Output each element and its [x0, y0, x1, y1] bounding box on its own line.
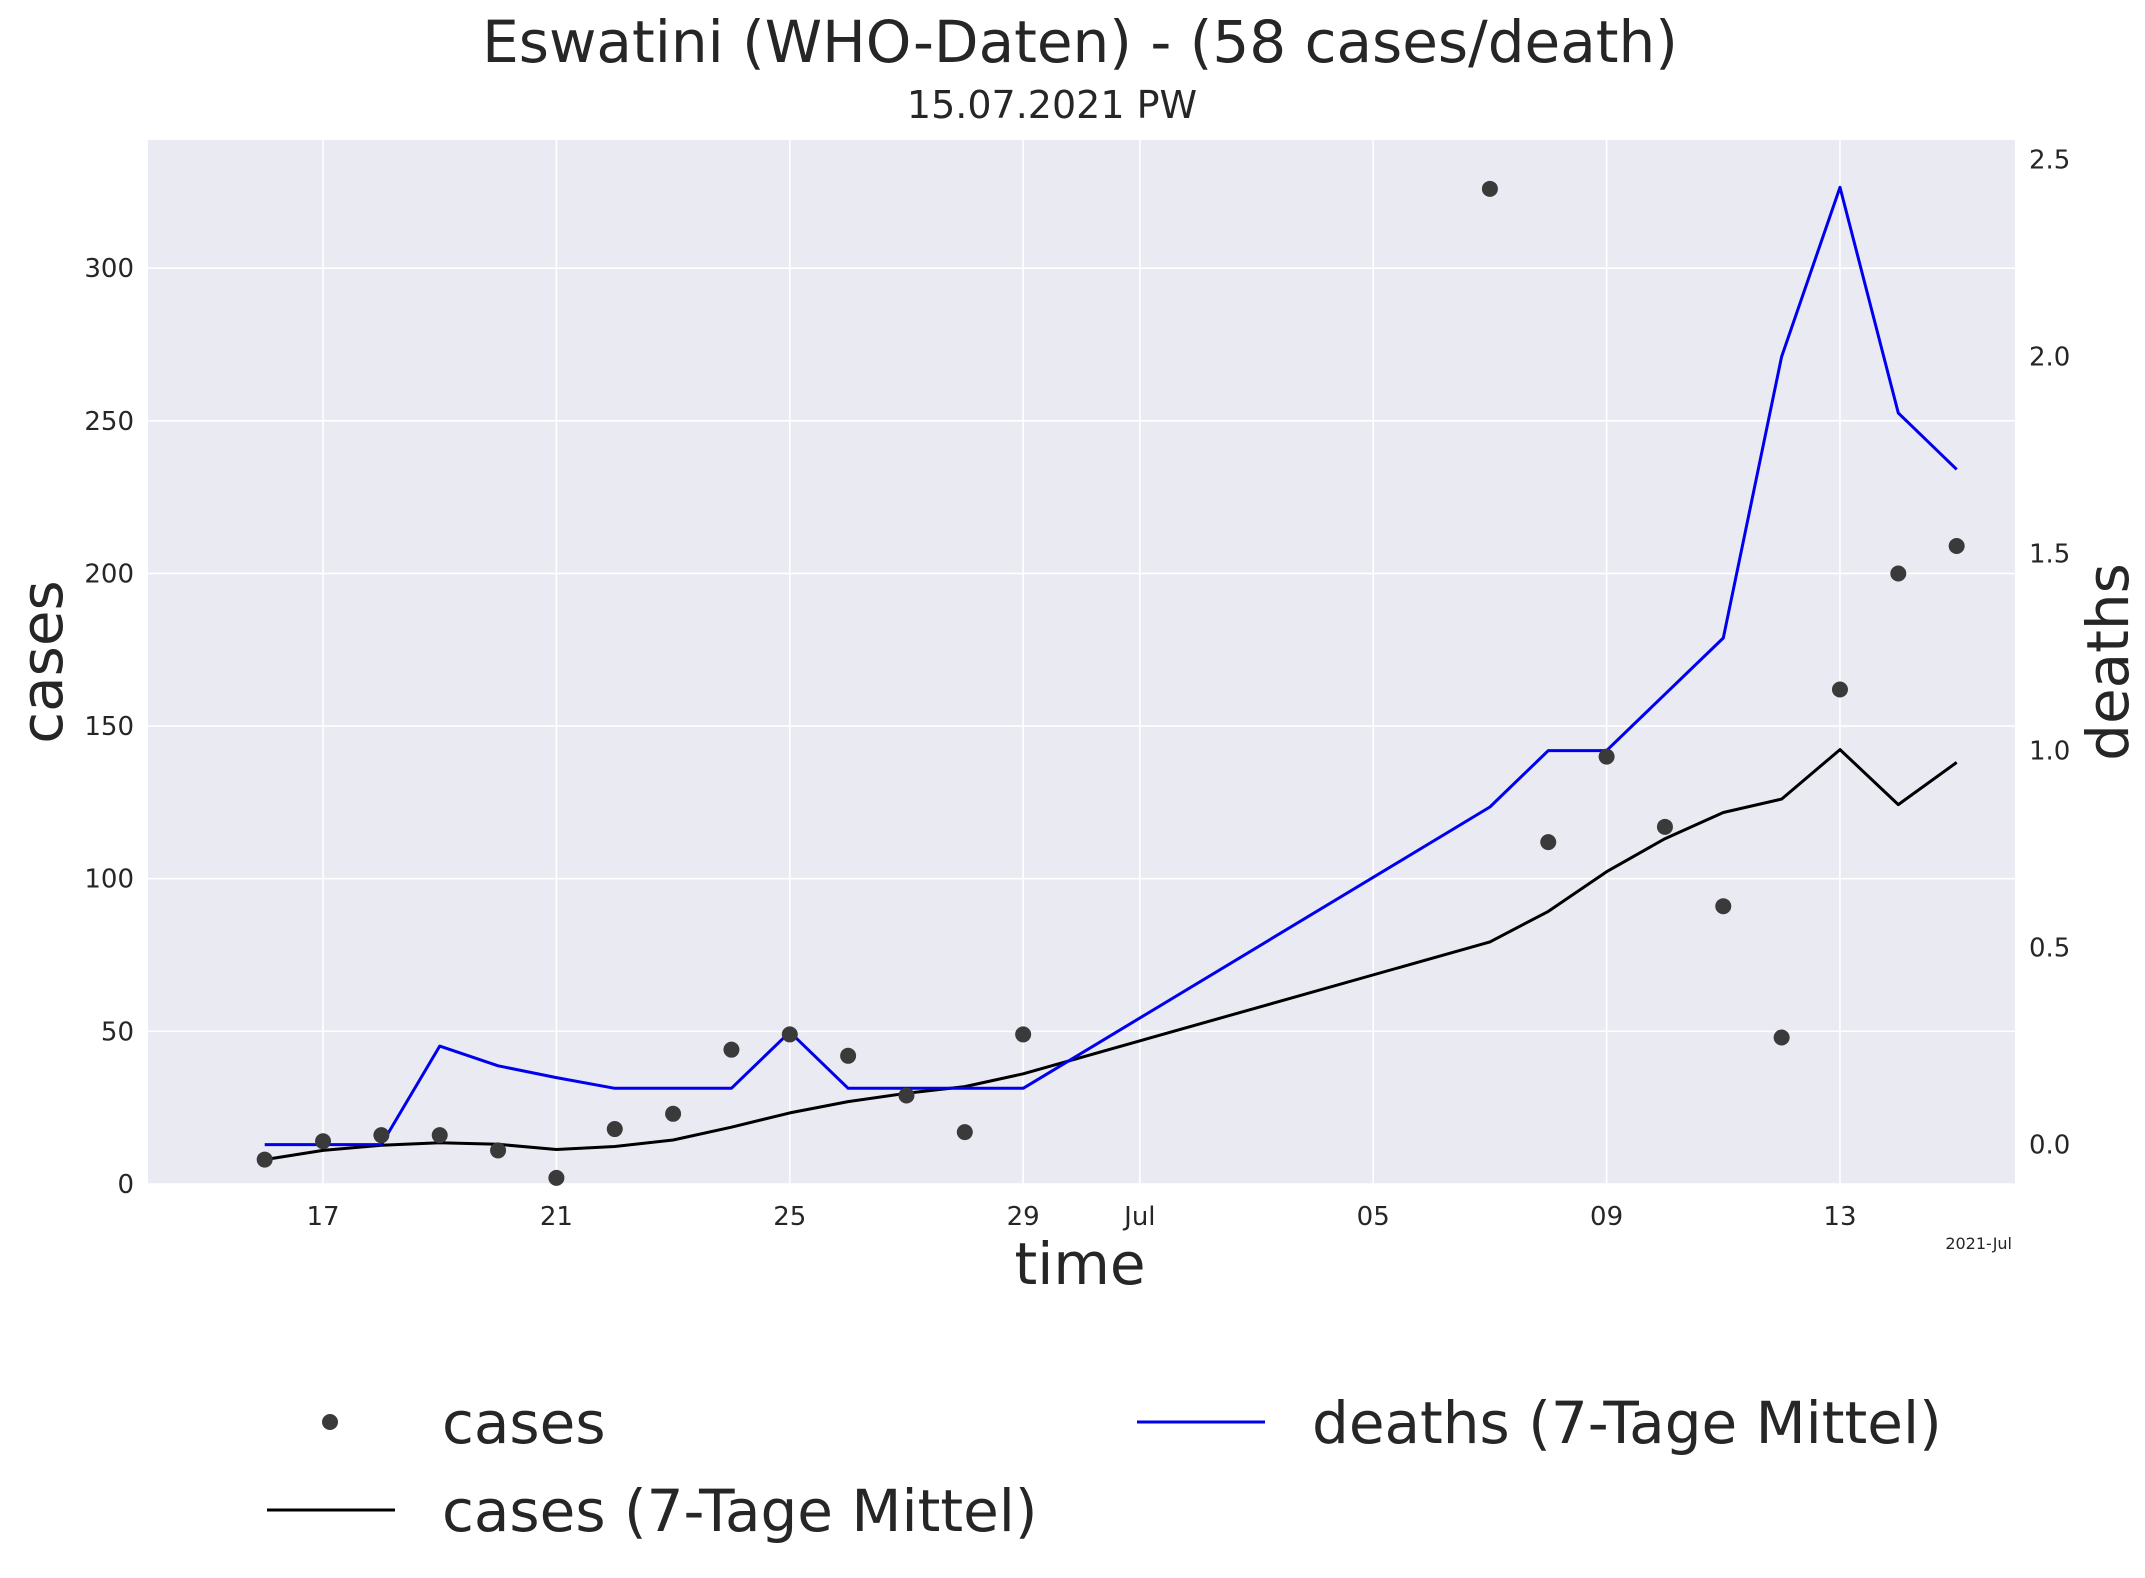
x-offset-label: 2021-Jul — [1945, 1234, 2012, 1253]
cases-point — [1948, 538, 1965, 554]
cases-point — [1015, 1026, 1032, 1043]
y-tick-label: 50 — [101, 1017, 134, 1047]
legend: cases cases (7-Tage Mittel) deaths (7-Ta… — [267, 1389, 1942, 1545]
x-tick-label: 13 — [1823, 1202, 1856, 1232]
cases-point — [1656, 818, 1673, 835]
cases-point — [490, 1142, 507, 1159]
chart-subtitle: 15.07.2021 PW — [907, 83, 1197, 127]
y-tick-label: 200 — [84, 559, 134, 589]
cases-point — [840, 1047, 857, 1064]
legend-label-deaths-avg: deaths (7-Tage Mittel) — [1312, 1389, 1942, 1457]
grid — [148, 140, 2015, 1185]
x-tick-label: 05 — [1357, 1202, 1390, 1232]
cases-point — [781, 1026, 798, 1043]
legend-swatch-cases — [322, 1414, 338, 1430]
cases-point — [1890, 565, 1907, 582]
y2-tick-label: 1.5 — [2029, 540, 2070, 570]
legend-label-cases-avg: cases (7-Tage Mittel) — [442, 1477, 1038, 1545]
y-tick-label: 250 — [84, 407, 134, 437]
tick-labels: 0 50 100 150 200 250 300 17 21 25 29 Jul 05 09 13 0.0 0.… — [84, 146, 2070, 1232]
cases-point — [373, 1127, 390, 1144]
x-tick-label: 21 — [540, 1202, 573, 1232]
cases-point — [1831, 681, 1848, 698]
cases-point — [1540, 834, 1557, 851]
x-tick-label: 29 — [1007, 1202, 1040, 1232]
cases-point — [315, 1133, 332, 1150]
series-layer — [256, 180, 1965, 1186]
cases-point — [256, 1151, 273, 1168]
plot-area — [148, 140, 2015, 1184]
chart-title: Eswatini (WHO-Daten) - (58 cases/death) — [482, 8, 1678, 76]
cases-point — [723, 1041, 740, 1058]
y2-tick-label: 2.0 — [2029, 343, 2070, 373]
cases-point — [431, 1127, 448, 1144]
cases-point — [665, 1105, 682, 1122]
y2-axis-label: deaths — [2074, 563, 2142, 761]
x-tick-label: Jul — [1122, 1202, 1155, 1232]
x-axis-label: time — [1014, 1230, 1145, 1298]
y-tick-label: 0 — [117, 1170, 134, 1200]
cases-point — [898, 1087, 915, 1104]
y-tick-label: 150 — [84, 712, 134, 742]
cases-point — [1773, 1029, 1790, 1046]
x-tick-label: 09 — [1590, 1202, 1623, 1232]
cases-point — [1481, 180, 1498, 197]
x-tick-label: 17 — [306, 1202, 339, 1232]
cases-point — [1598, 748, 1615, 765]
y2-tick-label: 0.0 — [2029, 1131, 2070, 1161]
cases-point — [548, 1169, 565, 1186]
cases-point — [606, 1121, 623, 1138]
legend-label-cases: cases — [442, 1389, 606, 1457]
x-tick-label: 25 — [773, 1202, 806, 1232]
y-axis-label: cases — [8, 580, 76, 744]
cases-point — [1715, 898, 1732, 915]
cases-point — [956, 1124, 973, 1141]
y-tick-label: 100 — [84, 865, 134, 895]
y-tick-label: 300 — [84, 254, 134, 284]
y2-tick-label: 2.5 — [2029, 146, 2070, 176]
y2-tick-label: 1.0 — [2029, 737, 2070, 767]
y2-tick-label: 0.5 — [2029, 934, 2070, 964]
